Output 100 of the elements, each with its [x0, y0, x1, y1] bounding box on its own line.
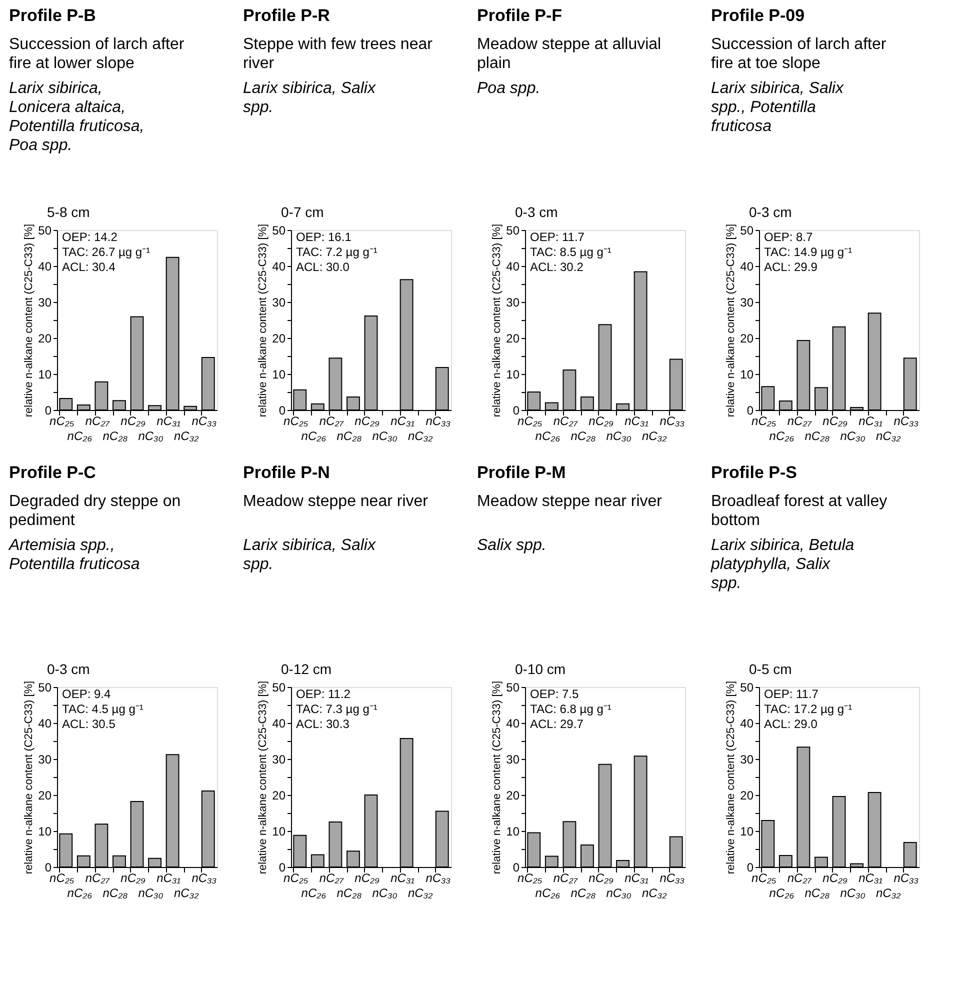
x-tick-label: nC₂₅ [518, 871, 542, 885]
y-tick-label: 40 [38, 260, 52, 274]
text: 5-8 cm [47, 204, 90, 220]
annotation: TAC: 26.7 µg g⁻¹ [62, 245, 150, 259]
y-tick-label: 0 [278, 404, 286, 418]
y-tick-label: 10 [740, 824, 754, 838]
y-tick-label: 20 [740, 332, 754, 346]
x-tick-label: nC₃₂ [642, 429, 668, 443]
text: Larix sibirica, Lonicera altaica, Potentilla fruticosa, Poa spp. [9, 80, 144, 154]
x-tick-label: nC₂₉ [822, 414, 848, 428]
text: Poa spp. [477, 80, 540, 97]
annotation: OEP: 8.7 [764, 230, 814, 244]
x-tick-label: nC₂₆ [301, 429, 326, 443]
y-axis-title: relative n-alkane content (C25-C33) [%] [725, 680, 738, 874]
x-tick-label: nC₃₀ [138, 886, 164, 900]
x-tick-label: nC₂₈ [102, 429, 128, 443]
x-tick-label: nC₂₅ [752, 414, 776, 428]
text: Artemisia spp., Potentilla fruticosa [8, 537, 140, 573]
x-tick-label: nC₃₃ [660, 871, 685, 885]
x-tick-label: nC₃₀ [138, 429, 164, 443]
y-axis-title: relative n-alkane content (C25-C33) [%] [725, 224, 738, 418]
chart-subtitle: Succession of larch after fire at toe slope [711, 36, 887, 72]
y-tick-label: 50 [272, 680, 286, 694]
x-tick-label: nC₂₅ [284, 871, 308, 885]
x-tick-label: nC₃₀ [372, 886, 398, 900]
annotation: TAC: 14.9 µg g⁻¹ [764, 245, 852, 259]
y-tick-label: 40 [740, 260, 754, 274]
chart-subtitle: Meadow steppe near river [477, 493, 663, 510]
text: 0-3 cm [515, 204, 558, 220]
x-tick-label: nC₃₃ [192, 871, 217, 885]
y-tick-label: 20 [38, 332, 52, 346]
annotation: OEP: 7.5 [530, 687, 580, 701]
x-tick-label: nC₃₁ [156, 414, 181, 428]
x-tick-label: nC₂₅ [518, 414, 542, 428]
y-tick-label: 10 [272, 368, 286, 382]
y-tick-label: 50 [506, 224, 520, 238]
chart-subtitle: Broadleaf forest at valley bottom [711, 493, 888, 529]
x-tick-label: nC₂₉ [120, 871, 146, 885]
y-axis-title: relative n-alkane content (C25-C33) [%] [491, 224, 504, 418]
x-tick-label: nC₂₉ [354, 871, 380, 885]
y-tick-label: 10 [272, 824, 286, 838]
x-tick-label: nC₃₃ [192, 414, 217, 428]
annotation: ACL: 30.3 [296, 717, 350, 731]
x-tick-label: nC₃₂ [174, 886, 200, 900]
y-tick-label: 30 [38, 296, 52, 310]
text: 0-10 cm [515, 661, 566, 677]
x-tick-label: nC₃₃ [426, 414, 451, 428]
x-tick-label: nC₃₃ [894, 414, 919, 428]
chart-subtitle: Meadow steppe at alluvial plain [477, 36, 662, 72]
y-tick-label: 40 [38, 716, 52, 730]
x-tick-label: nC₃₀ [840, 429, 866, 443]
x-tick-label: nC₂₈ [102, 886, 128, 900]
x-tick-label: nC₃₂ [174, 429, 200, 443]
text: Larix sibirica, Salix spp. [243, 537, 376, 573]
y-tick-label: 30 [506, 296, 520, 310]
x-tick-label: nC₃₁ [858, 871, 883, 885]
y-tick-label: 0 [44, 860, 52, 874]
x-tick-label: nC₃₂ [642, 886, 668, 900]
text: Salix spp. [477, 537, 546, 554]
x-tick-label: nC₂₇ [319, 871, 344, 885]
y-tick-label: 10 [506, 368, 520, 382]
x-tick-label: nC₃₂ [876, 886, 902, 900]
chart-title: Profile P-09 [711, 6, 805, 25]
text: 0-3 cm [47, 661, 90, 677]
x-tick-label: nC₃₁ [390, 871, 415, 885]
x-tick-label: nC₂₆ [535, 886, 560, 900]
chart-title: Profile P-C [9, 463, 96, 482]
text: 0-7 cm [281, 204, 324, 220]
annotation: ACL: 30.0 [296, 260, 350, 274]
y-tick-label: 0 [746, 404, 754, 418]
x-tick-label: nC₂₆ [769, 886, 794, 900]
chart-title: Profile P-R [243, 6, 330, 25]
y-tick-label: 10 [38, 368, 52, 382]
y-tick-label: 20 [740, 788, 754, 802]
y-axis-title: relative n-alkane content (C25-C33) [%] [257, 680, 270, 874]
y-tick-label: 50 [38, 680, 52, 694]
text: 0-3 cm [749, 204, 792, 220]
x-tick-label: nC₂₇ [787, 871, 812, 885]
x-tick-label: nC₃₁ [624, 871, 649, 885]
text: 0-5 cm [749, 661, 792, 677]
y-tick-label: 30 [740, 752, 754, 766]
x-tick-label: nC₃₂ [876, 429, 902, 443]
chart-title: Profile P-B [9, 6, 96, 25]
x-tick-label: nC₂₇ [553, 414, 578, 428]
x-tick-label: nC₂₉ [588, 414, 614, 428]
x-tick-label: nC₂₆ [67, 429, 92, 443]
y-tick-label: 0 [512, 860, 520, 874]
y-tick-label: 10 [38, 824, 52, 838]
text: Larix sibirica, Salix spp. [243, 80, 376, 116]
x-tick-label: nC₂₇ [85, 871, 110, 885]
y-tick-label: 30 [272, 752, 286, 766]
annotation: OEP: 11.7 [764, 687, 819, 701]
annotation: OEP: 16.1 [296, 230, 352, 244]
x-tick-label: nC₃₂ [408, 886, 434, 900]
annotation: OEP: 9.4 [62, 687, 112, 701]
x-tick-label: nC₂₅ [752, 871, 776, 885]
y-tick-label: 50 [506, 680, 520, 694]
x-tick-label: nC₂₇ [787, 414, 812, 428]
y-axis-title: relative n-alkane content (C25-C33) [%] [23, 224, 36, 418]
annotation: TAC: 7.3 µg g⁻¹ [296, 702, 378, 716]
